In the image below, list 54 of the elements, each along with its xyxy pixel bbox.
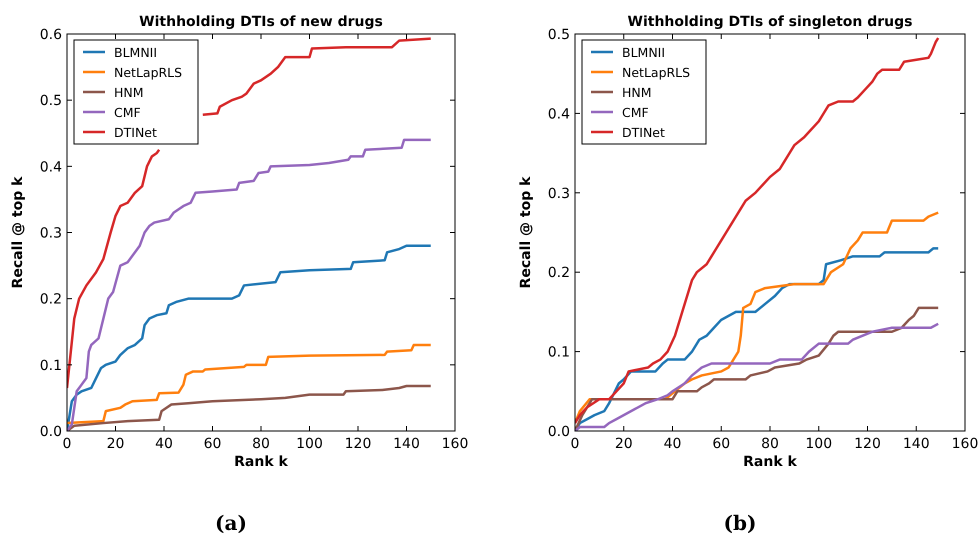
legend-label: CMF bbox=[622, 105, 649, 120]
chart-title: Withholding DTIs of singleton drugs bbox=[628, 14, 912, 30]
x-tick-label: 100 bbox=[805, 436, 832, 452]
text: (b) bbox=[724, 511, 756, 535]
line-series bbox=[67, 344, 432, 424]
text: (a) bbox=[215, 511, 247, 535]
legend-label: NetLapRLS bbox=[114, 65, 182, 80]
x-axis-title: Rank k bbox=[743, 454, 798, 470]
chart-title: Withholding DTIs of new drugs bbox=[139, 14, 383, 30]
x-tick-label: 60 bbox=[712, 436, 730, 452]
y-tick-label: 0.6 bbox=[40, 27, 62, 43]
x-tick-label: 40 bbox=[664, 436, 682, 452]
line-series bbox=[67, 244, 432, 431]
x-tick-label: 120 bbox=[344, 436, 372, 452]
x-tick-label: 140 bbox=[393, 436, 420, 452]
line-series bbox=[67, 384, 432, 431]
y-axis-title: Recall @ top k bbox=[518, 176, 534, 288]
y-tick-label: 0.0 bbox=[40, 424, 62, 440]
y-tick-label: 0.5 bbox=[548, 27, 570, 43]
line-series bbox=[67, 138, 432, 431]
y-tick-label: 0.3 bbox=[548, 186, 570, 202]
x-tick-label: 40 bbox=[155, 436, 173, 452]
x-tick-label: 0 bbox=[570, 436, 580, 452]
x-tick-label: 20 bbox=[614, 436, 633, 452]
y-tick-label: 0.4 bbox=[548, 106, 570, 122]
x-tick-label: 120 bbox=[854, 436, 881, 452]
x-tick-label: 140 bbox=[902, 436, 930, 452]
legend-label: BLMNII bbox=[622, 45, 666, 60]
x-tick-label: 20 bbox=[106, 436, 124, 452]
x-tick-label: 160 bbox=[442, 436, 468, 452]
line-series bbox=[575, 36, 940, 424]
legend-label: DTINet bbox=[622, 125, 665, 140]
y-axis-title: Recall @ top k bbox=[10, 176, 26, 288]
legend-label: CMF bbox=[114, 105, 141, 120]
y-tick-label: 0.5 bbox=[40, 93, 62, 110]
x-axis-title: Rank k bbox=[234, 454, 289, 470]
x-tick-label: 160 bbox=[952, 436, 978, 452]
legend-label: BLMNII bbox=[114, 45, 158, 60]
y-tick-label: 0.4 bbox=[40, 159, 62, 176]
y-tick-label: 0.2 bbox=[40, 292, 62, 308]
y-tick-label: 0.0 bbox=[548, 424, 570, 440]
x-tick-label: 60 bbox=[204, 436, 222, 452]
x-tick-label: 80 bbox=[761, 436, 779, 452]
legend-label: NetLapRLS bbox=[622, 65, 690, 80]
y-tick-label: 0.1 bbox=[548, 344, 570, 361]
legend-label: HNM bbox=[114, 85, 144, 100]
legend-label: DTINet bbox=[114, 125, 157, 140]
legend-label: HNM bbox=[622, 85, 652, 100]
y-tick-label: 0.2 bbox=[548, 265, 570, 282]
x-tick-label: 100 bbox=[296, 436, 323, 452]
y-tick-label: 0.3 bbox=[40, 226, 62, 242]
y-tick-label: 0.1 bbox=[40, 358, 62, 374]
x-tick-label: 80 bbox=[252, 436, 270, 452]
x-tick-label: 0 bbox=[62, 436, 72, 452]
